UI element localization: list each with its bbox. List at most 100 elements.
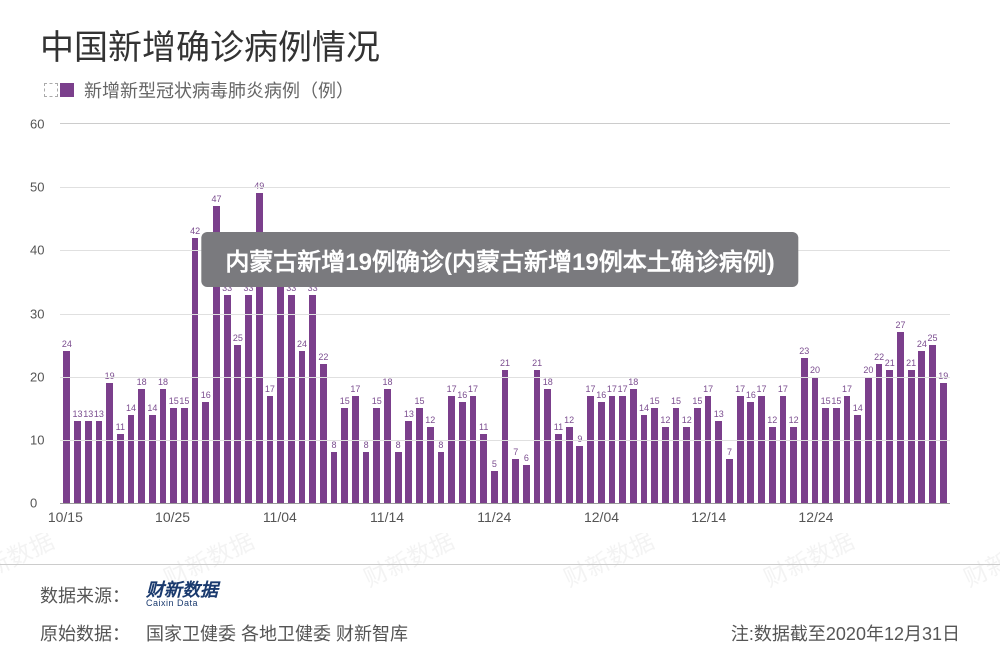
x-tick-label: 11/24 [477,509,511,525]
y-tick-label: 30 [30,306,44,321]
bar [908,370,915,503]
bar [96,421,103,503]
bar-value-label: 17 [757,384,767,394]
grid-line [60,440,950,441]
bar-value-label: 24 [297,339,307,349]
bar-value-label: 17 [447,384,457,394]
bar-value-label: 17 [842,384,852,394]
bar-value-label: 8 [396,440,401,450]
bar-value-label: 16 [746,390,756,400]
legend: 新增新型冠状病毒肺炎病例（例） [44,77,960,103]
bar-value-label: 15 [831,396,841,406]
x-ticks-container: 10/1510/2511/0411/1411/2412/0412/1412/24 [60,503,950,533]
bar [844,396,851,503]
bar [683,427,690,503]
raw-value: 国家卫健委 各地卫健委 财新智库 [146,620,408,646]
bar [737,396,744,503]
bar [555,434,562,503]
bar-value-label: 14 [126,403,136,413]
bar [619,396,626,503]
bar-value-label: 12 [767,415,777,425]
bar [886,370,893,503]
bar-value-label: 21 [885,358,895,368]
bar [780,396,787,503]
bar [427,427,434,503]
bar [598,402,605,503]
bar [224,295,231,503]
bar-value-label: 18 [543,377,553,387]
bar-value-label: 25 [928,333,938,343]
bar [854,415,861,503]
bar-value-label: 7 [513,447,518,457]
bar [267,396,274,503]
y-tick-label: 40 [30,243,44,258]
bar [801,358,808,503]
source-logo-sub: Caixin Data [146,599,218,608]
bar-value-label: 12 [660,415,670,425]
bar [929,345,936,503]
overlay-banner: 内蒙古新增19例确诊(内蒙古新增19例本土确诊病例) [201,232,798,287]
bar [309,295,316,503]
bar [694,408,701,503]
bar-value-label: 11 [554,422,563,432]
bar [299,351,306,503]
bar-value-label: 21 [532,358,542,368]
bar [544,389,551,503]
bar [512,459,519,503]
legend-solid-box [60,83,74,97]
bar [480,434,487,503]
bar-value-label: 13 [73,409,83,419]
grid-line [60,314,950,315]
x-tick-label: 11/14 [370,509,404,525]
bar-value-label: 15 [692,396,702,406]
bar-value-label: 22 [874,352,884,362]
bar [715,421,722,503]
bar-value-label: 8 [332,440,337,450]
bar-value-label: 17 [265,384,275,394]
bar-value-label: 20 [863,365,873,375]
bar-value-label: 21 [906,358,916,368]
bar [288,295,295,503]
bar [341,408,348,503]
footer: 数据来源： 财新数据 Caixin Data 原始数据： 国家卫健委 各地卫健委… [0,564,1000,666]
bar-value-label: 17 [778,384,788,394]
bar [352,396,359,503]
bar-value-label: 13 [714,409,724,419]
bar [641,415,648,503]
bar-value-label: 16 [457,390,467,400]
bar [769,427,776,503]
bar [181,408,188,503]
grid-line [60,187,950,188]
bar-value-label: 15 [671,396,681,406]
bar-value-label: 13 [404,409,414,419]
bar [149,415,156,503]
x-tick-label: 12/14 [691,509,726,525]
bar [85,421,92,503]
y-tick-label: 0 [30,496,37,511]
bar-value-label: 42 [190,226,200,236]
legend-dashed-box [44,83,58,97]
source-logo-main: 财新数据 [146,580,218,600]
bar-value-label: 17 [703,384,713,394]
bar-value-label: 15 [372,396,382,406]
bar [470,396,477,503]
bar [876,364,883,503]
bar [587,396,594,503]
footer-source-row: 数据来源： 财新数据 Caixin Data [40,581,960,608]
page-title: 中国新增确诊病例情况 [40,20,960,69]
bar [651,408,658,503]
bar [459,402,466,503]
source-label: 数据来源： [40,582,130,608]
bar [405,421,412,503]
bar [202,402,209,503]
footer-note: 注:数据截至2020年12月31日 [731,620,960,646]
overlay-text: 内蒙古新增19例确诊(内蒙古新增19例本土确诊病例) [225,249,774,276]
bar [747,402,754,503]
bar-value-label: 15 [415,396,425,406]
bar-value-label: 17 [350,384,360,394]
bar [576,446,583,503]
bar [395,452,402,503]
bar [897,332,904,503]
bar [234,345,241,503]
x-tick-label: 11/04 [263,509,297,525]
